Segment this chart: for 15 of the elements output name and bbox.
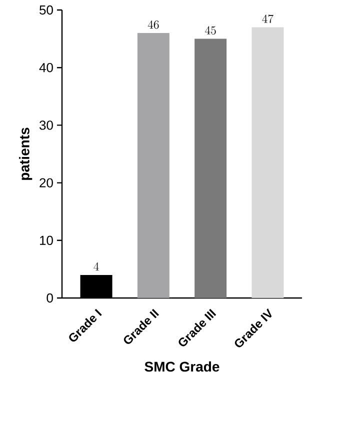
y-tick-label: 40 [39,63,53,72]
bar [252,27,284,298]
data-label: 4 [94,262,99,270]
data-label: 47 [262,14,274,24]
y-tick-label: 30 [40,120,53,130]
data-label: 45 [205,26,216,35]
y-tick-label: 0 [46,293,53,303]
y-tick-label: 20 [40,178,53,188]
bar [137,33,170,298]
y-tick-label: 50 [40,5,53,15]
y-axis-title: patients [19,128,32,180]
y-tick-label: 10 [40,236,53,245]
data-label: 46 [148,20,159,29]
x-axis-title: SMC Grade [144,361,220,372]
bar [194,38,227,298]
